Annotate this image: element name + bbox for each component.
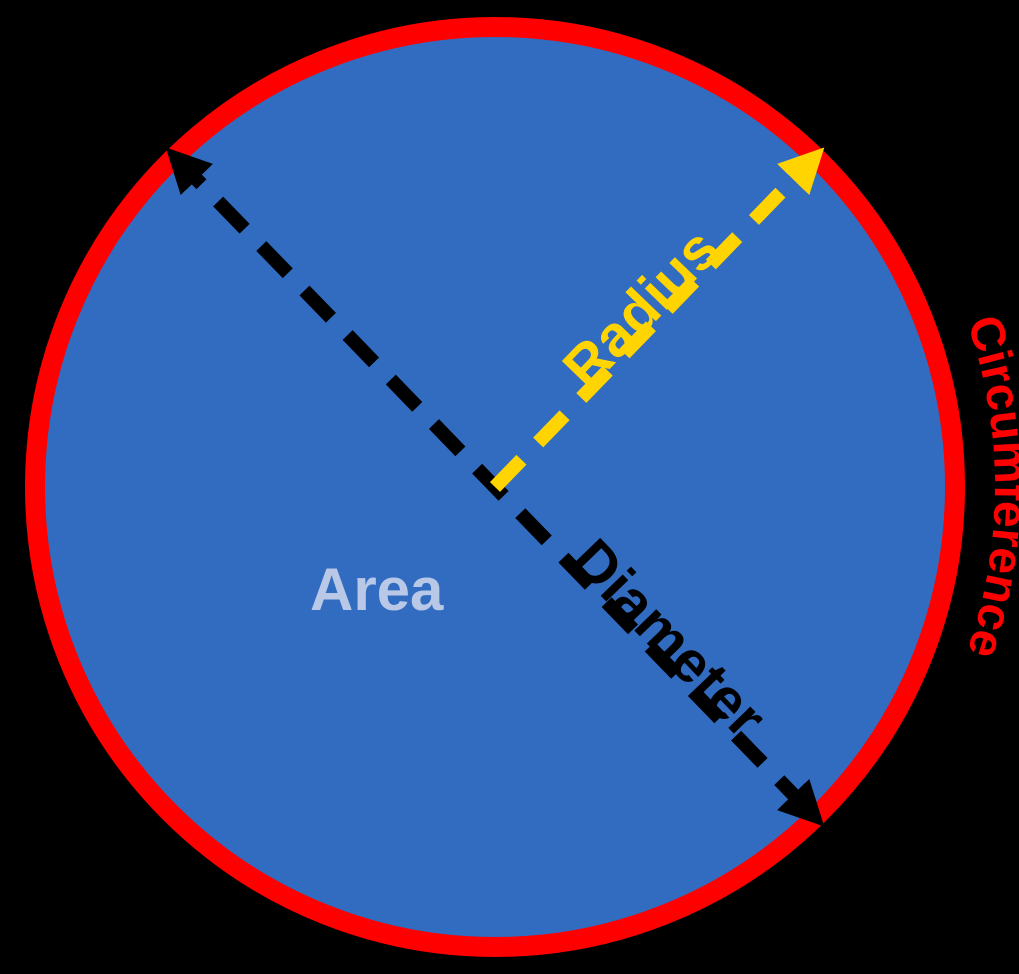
area-label: Area <box>310 556 444 623</box>
circumference-label: Circumference <box>957 309 1019 664</box>
circle-parts-diagram: Area Radius Diameter Circumference <box>0 0 1019 974</box>
